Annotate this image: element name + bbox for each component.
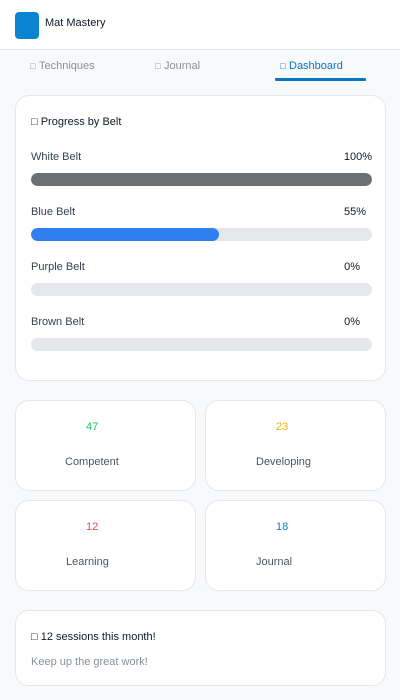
tab-techniques[interactable]: □ Techniques bbox=[30, 60, 95, 72]
sessions-card: □ 12 sessions this month! Keep up the gr… bbox=[15, 610, 386, 686]
dashboard-icon: □ bbox=[280, 61, 286, 71]
tab-dashboard[interactable]: □ Dashboard bbox=[280, 60, 343, 72]
stat-label: Learning bbox=[66, 556, 109, 568]
techniques-icon: □ bbox=[30, 61, 36, 71]
stat-value: 18 bbox=[276, 521, 289, 533]
stat-card-journal[interactable]: 18 Journal bbox=[205, 500, 386, 591]
sessions-title: □ 12 sessions this month! bbox=[31, 631, 156, 643]
belt-name: Brown Belt bbox=[31, 316, 85, 328]
stat-label: Journal bbox=[256, 556, 293, 568]
belt-percent: 0% bbox=[344, 261, 360, 273]
stat-value: 12 bbox=[86, 521, 99, 533]
active-tab-indicator bbox=[275, 78, 366, 81]
belt-progress-bar bbox=[31, 283, 372, 296]
sessions-icon: □ bbox=[31, 631, 38, 643]
belt-percent: 100% bbox=[343, 151, 372, 163]
stat-value: 47 bbox=[86, 421, 99, 433]
app-header: Mat Mastery bbox=[0, 0, 400, 50]
belt-progress-title: □ Progress by Belt bbox=[31, 116, 121, 128]
belt-progress-card: □ Progress by Belt White Belt 100% Blue … bbox=[15, 95, 386, 381]
belt-name: White Belt bbox=[31, 151, 82, 163]
journal-icon: □ bbox=[155, 61, 161, 71]
stat-label: Competent bbox=[65, 456, 119, 468]
app-title: Mat Mastery bbox=[45, 17, 106, 29]
sessions-title-text: 12 sessions this month! bbox=[40, 631, 156, 643]
tab-journal-label: Journal bbox=[164, 60, 201, 72]
belt-progress-fill bbox=[31, 173, 372, 186]
tab-journal[interactable]: □ Journal bbox=[155, 60, 200, 72]
belt-progress-bar bbox=[31, 173, 372, 186]
belt-percent: 0% bbox=[344, 316, 360, 328]
tab-techniques-label: Techniques bbox=[39, 60, 95, 72]
stat-card-learning[interactable]: 12 Learning bbox=[15, 500, 196, 591]
belt-name: Blue Belt bbox=[31, 206, 76, 218]
app-logo-icon bbox=[15, 12, 39, 39]
stat-label: Developing bbox=[256, 456, 312, 468]
progress-icon: □ bbox=[31, 116, 38, 128]
tab-bar: □ Techniques □ Journal □ Dashboard bbox=[0, 51, 400, 83]
stat-card-developing[interactable]: 23 Developing bbox=[205, 400, 386, 491]
sessions-subtitle: Keep up the great work! bbox=[31, 656, 148, 668]
belt-progress-fill bbox=[31, 228, 219, 241]
belt-percent: 55% bbox=[343, 206, 366, 218]
belt-progress-title-text: Progress by Belt bbox=[40, 116, 122, 128]
belt-name: Purple Belt bbox=[31, 261, 85, 273]
belt-progress-bar bbox=[31, 338, 372, 351]
tab-dashboard-label: Dashboard bbox=[289, 60, 343, 72]
stat-card-competent[interactable]: 47 Competent bbox=[15, 400, 196, 491]
stat-value: 23 bbox=[276, 421, 289, 433]
belt-progress-bar bbox=[31, 228, 372, 241]
